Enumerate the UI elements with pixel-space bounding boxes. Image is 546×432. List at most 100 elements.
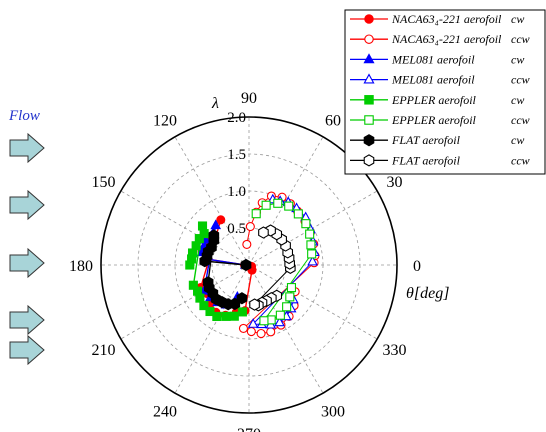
data-point <box>266 327 276 337</box>
series-eppler-aerofoil-cw <box>185 221 247 322</box>
data-point <box>293 209 303 219</box>
legend-entry-label: NACA63₄-221 aerofoil <box>391 32 502 46</box>
data-point <box>199 229 209 239</box>
data-point <box>237 307 247 317</box>
data-point <box>240 258 252 272</box>
data-point <box>364 115 374 125</box>
data-point <box>363 154 375 167</box>
data-point <box>363 134 375 147</box>
data-point <box>221 311 231 321</box>
legend-direction-label: ccw <box>511 32 530 46</box>
flow-arrow-icon <box>9 247 45 279</box>
data-point <box>364 34 374 44</box>
flow-arrow-icon <box>9 304 45 336</box>
data-point <box>307 249 317 259</box>
legend-entry-label: MEL081 aerofoil <box>391 73 475 87</box>
data-point <box>247 318 259 328</box>
chart-marks <box>185 191 320 339</box>
data-point <box>205 306 215 317</box>
flow-arrow-icon <box>9 132 45 164</box>
data-point <box>249 298 260 311</box>
flow-arrow-icon <box>9 334 45 366</box>
data-point <box>236 292 248 305</box>
data-point <box>261 200 271 210</box>
axis-labels: λ θ[deg] <box>211 95 449 302</box>
series-flat-aerofoil-cw <box>199 229 252 311</box>
flow-indicator: Flow <box>8 108 45 366</box>
data-point <box>208 229 220 242</box>
data-point <box>286 283 297 293</box>
data-point <box>364 95 374 105</box>
data-point <box>197 221 208 231</box>
angle-tick-label: 330 <box>382 342 406 359</box>
data-point <box>195 293 205 303</box>
data-point <box>229 311 239 321</box>
grid-circle <box>100 116 398 414</box>
legend-direction-label: ccw <box>511 153 530 167</box>
data-point <box>242 239 252 249</box>
data-point <box>282 302 292 312</box>
data-point <box>305 229 315 239</box>
legend-entry-label: FLAT aerofoil <box>391 153 461 167</box>
angle-tick-label: 150 <box>92 174 116 191</box>
angle-tick-label: 0 <box>413 258 421 275</box>
data-point <box>216 215 226 225</box>
data-point <box>238 323 249 333</box>
chart-legend: NACA63₄-221 aerofoil cw NACA63₄-221 aerofo… <box>344 9 546 175</box>
legend-entry-label: FLAT aerofoil <box>391 133 461 147</box>
legend-entry-label: NACA63₄-221 aerofoil <box>391 12 502 26</box>
radial-axis-label: λ <box>211 95 219 112</box>
grid-spoke <box>120 190 250 266</box>
legend-direction-label: cw <box>511 133 524 147</box>
radial-tick-label: 2.0 <box>227 110 246 126</box>
legend-direction-label: cw <box>511 12 524 26</box>
data-point <box>210 219 222 230</box>
grid-spoke <box>120 264 250 340</box>
data-point <box>246 327 256 337</box>
legend-direction-label: cw <box>511 52 524 66</box>
data-point <box>273 198 283 208</box>
flow-arrow-icon <box>9 189 45 221</box>
angle-tick-label: 180 <box>69 258 93 275</box>
data-point <box>363 53 375 64</box>
data-point <box>251 209 261 219</box>
grid-spoke <box>174 136 250 266</box>
angle-tick-label: 270 <box>237 426 261 432</box>
data-point <box>245 221 255 232</box>
legend-entry-label: EPPLER aerofoil <box>391 113 477 127</box>
data-point <box>258 226 269 239</box>
polar-grid: 0 30 60 90 120 150 180 210 240 270 300 330 0.5 1.0 1.5… <box>69 90 421 432</box>
data-point <box>275 310 285 320</box>
legend-direction-label: cw <box>511 93 524 107</box>
angle-unit-label: θ[deg] <box>406 285 449 302</box>
radial-tick-label: 0.5 <box>227 221 246 237</box>
data-point <box>212 311 222 322</box>
angle-tick-label: 210 <box>92 342 116 359</box>
data-point <box>256 328 266 339</box>
angle-tick-label: 30 <box>386 174 402 191</box>
legend-entry-label: MEL081 aerofoil <box>391 52 475 66</box>
legend-entry-label: EPPLER aerofoil <box>391 93 477 107</box>
radial-tick-label: 1.5 <box>227 147 246 163</box>
legend-direction-label: ccw <box>511 73 530 87</box>
grid-spoke <box>248 264 324 394</box>
series-eppler-aerofoil-ccw <box>251 198 317 326</box>
data-point <box>259 316 269 326</box>
data-point <box>364 14 374 24</box>
angle-tick-label: 90 <box>241 90 257 107</box>
series-flat-aerofoil-ccw <box>249 224 296 312</box>
legend-box <box>344 9 546 175</box>
angle-tick-label: 60 <box>325 113 341 130</box>
grid-spoke <box>174 264 250 394</box>
grid-spoke <box>248 190 378 266</box>
data-point <box>306 240 316 250</box>
data-point <box>363 73 375 84</box>
angle-tick-label: 240 <box>153 403 177 420</box>
radial-tick-label: 1.0 <box>227 184 246 200</box>
data-point <box>285 292 295 302</box>
angle-tick-label: 300 <box>321 403 345 420</box>
data-point <box>199 301 209 311</box>
data-point <box>301 219 311 229</box>
data-point <box>307 255 318 266</box>
